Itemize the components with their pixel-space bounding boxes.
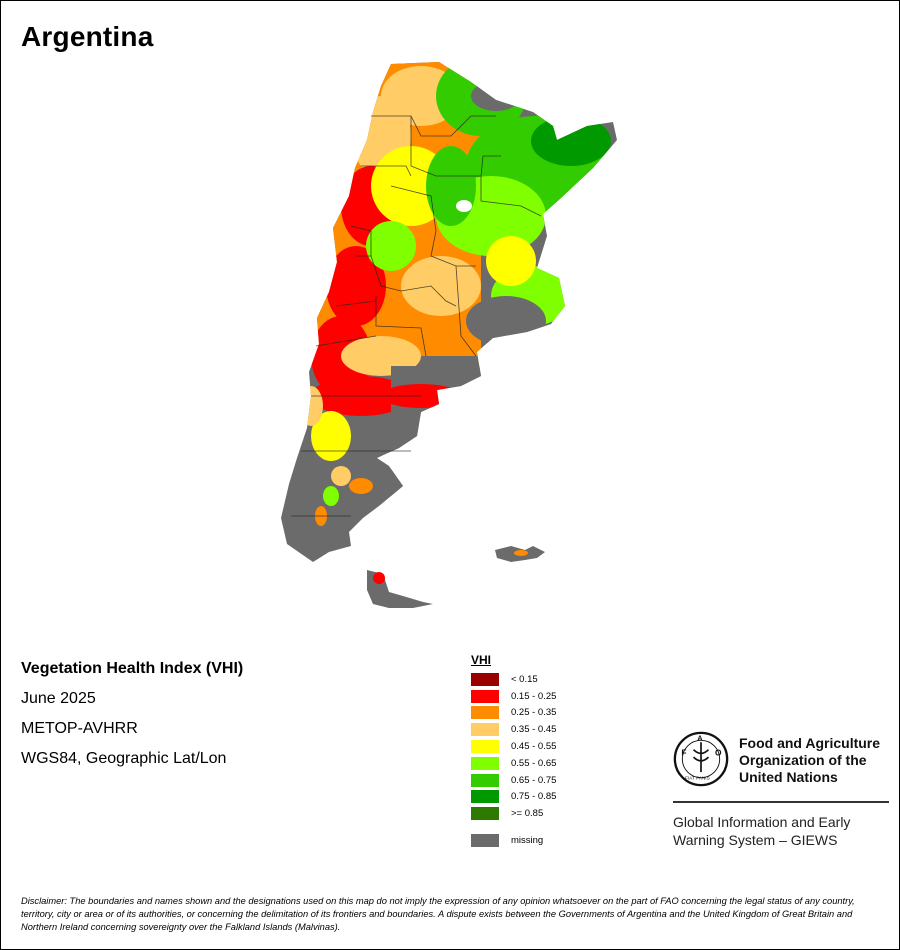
fao-name-line: Organization of the (739, 752, 867, 768)
legend-item: 0.75 - 0.85 (471, 789, 556, 806)
divider (673, 801, 889, 803)
argentina-map (281, 62, 617, 608)
vhi-legend: VHI < 0.15 0.15 - 0.25 0.25 - 0.35 0.35 … (471, 653, 556, 849)
disclaimer-text: Disclaimer: The boundaries and names sho… (21, 896, 855, 932)
giews-line: Global Information and Early (673, 814, 851, 830)
fao-name: Food and Agriculture Organization of the… (739, 735, 880, 786)
legend-label: < 0.15 (511, 673, 538, 685)
legend-item: 0.65 - 0.75 (471, 772, 556, 789)
legend-title: VHI (471, 653, 492, 667)
legend-swatch (471, 723, 499, 737)
svg-text:FIAT PANIS: FIAT PANIS (685, 776, 710, 781)
legend-label: 0.25 - 0.35 (511, 707, 557, 719)
svg-text:A: A (697, 733, 703, 742)
legend-item: >= 0.85 (471, 805, 556, 822)
legend-item: 0.25 - 0.35 (471, 705, 556, 722)
legend-swatch (471, 756, 499, 770)
legend-item: 0.45 - 0.55 (471, 738, 556, 755)
svg-text:F: F (681, 747, 686, 757)
legend-swatch (471, 773, 499, 787)
legend-swatch (471, 706, 499, 720)
map-info: Vegetation Health Index (VHI) June 2025 … (21, 659, 243, 779)
fao-name-line: Food and Agriculture (739, 735, 881, 751)
legend-label: 0.35 - 0.45 (511, 724, 557, 736)
legend-label: >= 0.85 (511, 808, 544, 820)
legend-label: 0.45 - 0.55 (511, 741, 557, 753)
product-title: Vegetation Health Index (VHI) (21, 660, 244, 677)
fao-logo-icon: F A O FIAT PANIS (673, 731, 729, 787)
legend-item: 0.55 - 0.65 (471, 755, 556, 772)
giews-line: Warning System – GIEWS (673, 832, 838, 848)
legend-swatch (471, 689, 499, 703)
legend-label: missing (511, 835, 544, 847)
legend-label: 0.15 - 0.25 (511, 690, 557, 702)
legend-item: 0.35 - 0.45 (471, 721, 556, 738)
legend-item: < 0.15 (471, 671, 556, 688)
sensor-name: METOP-AVHRR (21, 720, 138, 737)
legend-label: 0.75 - 0.85 (511, 791, 557, 803)
legend-swatch (471, 740, 499, 754)
legend-swatch (471, 807, 499, 821)
legend-swatch (471, 834, 499, 848)
legend-item: 0.15 - 0.25 (471, 688, 556, 705)
fao-name-line: United Nations (739, 769, 838, 785)
legend-label: 0.65 - 0.75 (511, 774, 557, 786)
map-title: Argentina (21, 21, 154, 52)
legend-label: 0.55 - 0.65 (511, 757, 557, 769)
svg-text:O: O (715, 747, 722, 757)
legend-swatch (471, 672, 499, 686)
map-date: June 2025 (21, 690, 96, 707)
giews-name: Global Information and Early Warning Sys… (673, 813, 891, 849)
fao-branding: F A O FIAT PANIS Food and Agriculture Or… (673, 731, 891, 849)
projection-info: WGS84, Geographic Lat/Lon (21, 750, 227, 767)
legend-item-missing: missing (471, 832, 556, 849)
legend-swatch (471, 790, 499, 804)
